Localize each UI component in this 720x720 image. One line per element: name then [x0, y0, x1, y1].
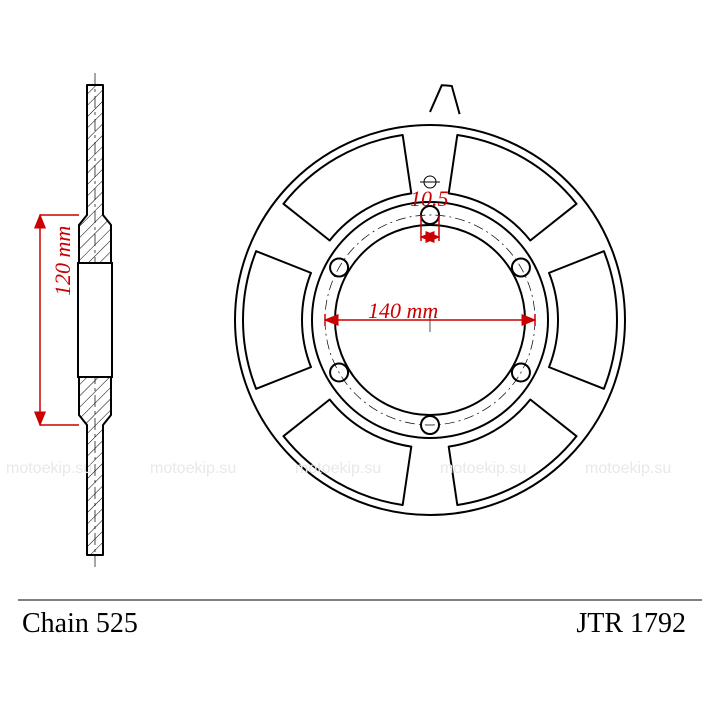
part-number-label: JTR 1792 [576, 608, 686, 640]
dim-bolt-hole: 10.5 [410, 186, 449, 212]
sprocket-side-view [78, 73, 112, 567]
chain-label: Chain 525 [22, 608, 138, 640]
dimension-lines [18, 215, 702, 600]
dim-bolt-circle: 140 mm [368, 298, 438, 324]
dim-side-height: 120 mm [50, 226, 76, 296]
